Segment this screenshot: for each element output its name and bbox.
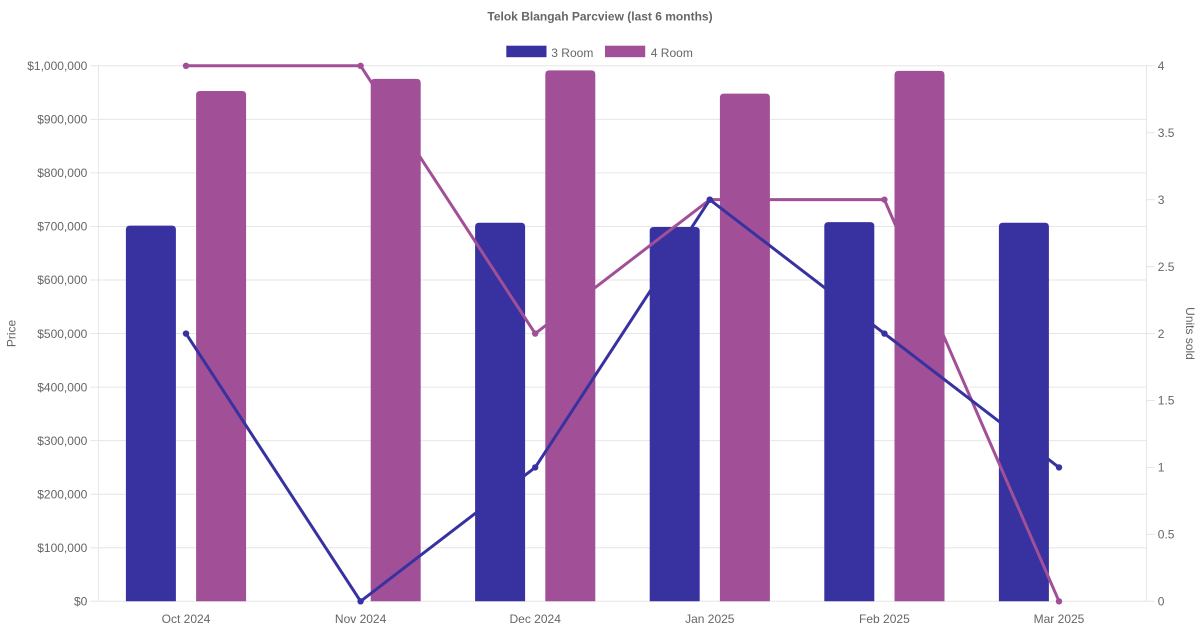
svg-text:$500,000: $500,000 [37, 327, 87, 341]
svg-text:3: 3 [1158, 193, 1165, 207]
svg-text:$600,000: $600,000 [37, 273, 87, 287]
svg-text:Price: Price [5, 320, 19, 348]
svg-text:Oct 2024: Oct 2024 [162, 612, 211, 626]
svg-text:0: 0 [1158, 595, 1165, 609]
svg-text:3 Room: 3 Room [551, 46, 593, 60]
svg-text:Units sold: Units sold [1183, 307, 1197, 360]
svg-text:3.5: 3.5 [1158, 126, 1175, 140]
svg-text:$200,000: $200,000 [37, 487, 87, 501]
svg-text:Jan 2025: Jan 2025 [685, 612, 735, 626]
svg-text:$100,000: $100,000 [37, 541, 87, 555]
svg-text:$900,000: $900,000 [37, 113, 87, 127]
svg-text:0.5: 0.5 [1158, 528, 1175, 542]
svg-text:$1,000,000: $1,000,000 [27, 59, 87, 73]
svg-text:Feb 2025: Feb 2025 [859, 612, 910, 626]
svg-text:$400,000: $400,000 [37, 380, 87, 394]
svg-text:4 Room: 4 Room [651, 46, 693, 60]
svg-text:2: 2 [1158, 327, 1165, 341]
svg-text:$800,000: $800,000 [37, 166, 87, 180]
svg-text:2.5: 2.5 [1158, 260, 1175, 274]
svg-text:1.5: 1.5 [1158, 394, 1175, 408]
svg-text:$700,000: $700,000 [37, 220, 87, 234]
svg-text:Nov 2024: Nov 2024 [335, 612, 387, 626]
svg-text:4: 4 [1158, 59, 1165, 73]
svg-text:$0: $0 [74, 595, 88, 609]
svg-text:Telok Blangah Parcview (last 6: Telok Blangah Parcview (last 6 months) [487, 10, 712, 24]
svg-text:1: 1 [1158, 461, 1165, 475]
svg-text:Mar 2025: Mar 2025 [1034, 612, 1085, 626]
svg-text:Dec 2024: Dec 2024 [510, 612, 562, 626]
svg-text:$300,000: $300,000 [37, 434, 87, 448]
